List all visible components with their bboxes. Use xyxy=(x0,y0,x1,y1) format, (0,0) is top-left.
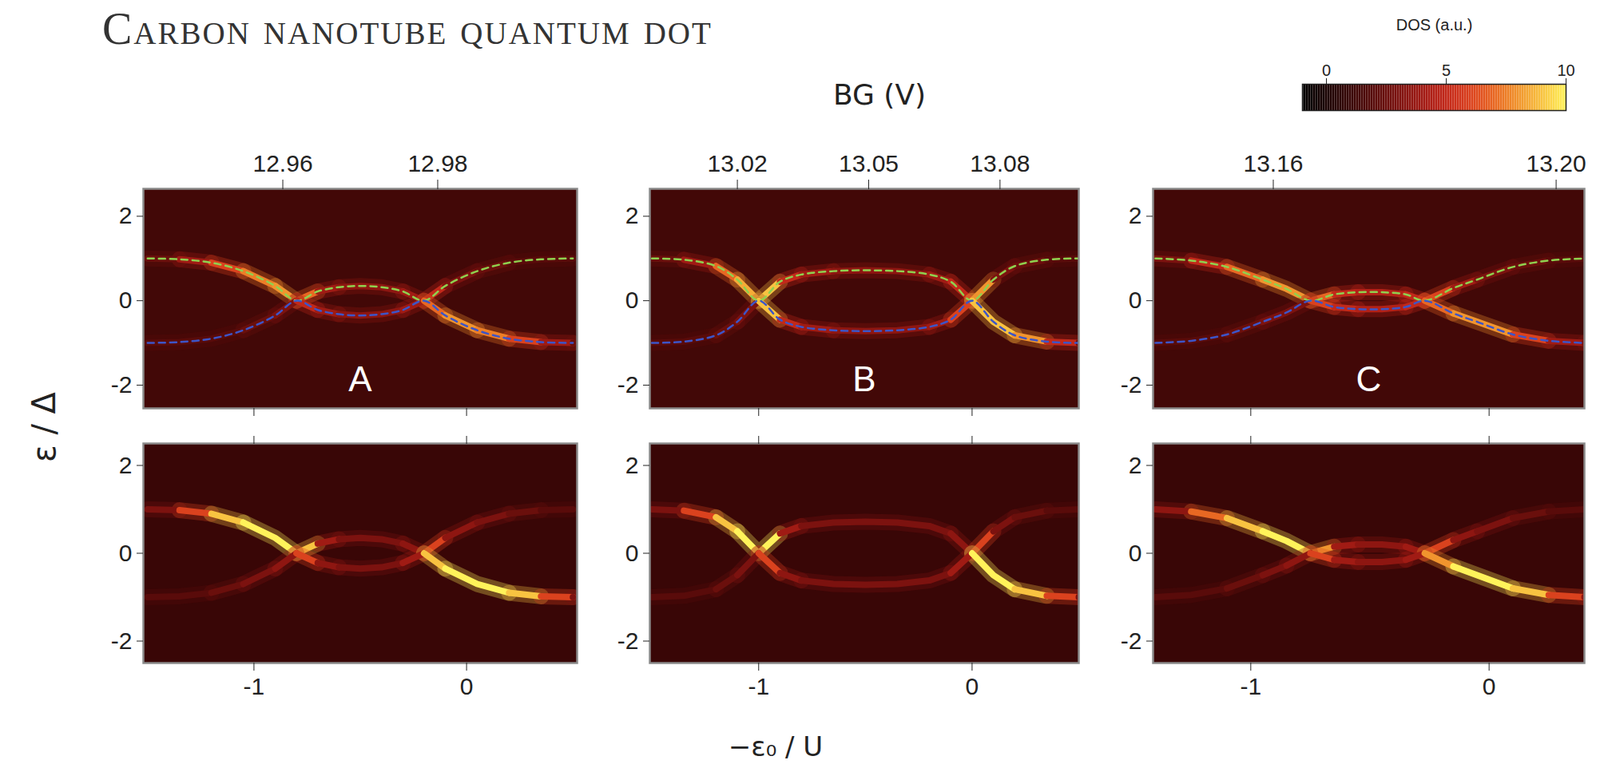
svg-text:-2: -2 xyxy=(617,627,640,655)
svg-text:-1: -1 xyxy=(747,673,770,700)
svg-text:12.96: 12.96 xyxy=(252,150,313,177)
svg-text:-2: -2 xyxy=(1120,627,1143,655)
html-text:Carbon nanotube quantum dot: Carbon nanotube quantum dot xyxy=(102,3,713,54)
svg-text:0: 0 xyxy=(1128,539,1143,567)
svg-text:0: 0 xyxy=(460,673,474,700)
svg-text:5: 5 xyxy=(1441,61,1451,80)
svg-text:13.02: 13.02 xyxy=(707,150,768,177)
svg-text:DOS (a.u.): DOS (a.u.) xyxy=(1396,15,1473,34)
svg-text:2: 2 xyxy=(625,202,640,229)
svg-text:-2: -2 xyxy=(111,371,133,398)
svg-text:13.05: 13.05 xyxy=(838,150,899,177)
svg-text:-1: -1 xyxy=(243,673,266,700)
svg-text:0: 0 xyxy=(119,286,133,314)
svg-text:2: 2 xyxy=(119,452,133,479)
svg-text:13.08: 13.08 xyxy=(969,150,1030,177)
svg-text:2: 2 xyxy=(625,452,640,479)
svg-text:0: 0 xyxy=(625,539,640,567)
svg-text:0: 0 xyxy=(1482,673,1497,700)
svg-text:-2: -2 xyxy=(617,371,640,398)
svg-text:0: 0 xyxy=(625,286,640,314)
svg-text:13.16: 13.16 xyxy=(1242,150,1303,177)
svg-text:-2: -2 xyxy=(111,627,133,655)
svg-text:0: 0 xyxy=(119,539,133,567)
svg-text:0: 0 xyxy=(1128,286,1143,314)
svg-text:0: 0 xyxy=(965,673,980,700)
svg-text:A: A xyxy=(348,359,373,399)
svg-text:B: B xyxy=(852,359,876,399)
html-text:−ε₀ / U: −ε₀ / U xyxy=(728,730,823,763)
svg-text:2: 2 xyxy=(1128,202,1143,229)
svg-text:10: 10 xyxy=(1556,61,1575,80)
svg-text:2: 2 xyxy=(1128,452,1143,479)
svg-text:12.98: 12.98 xyxy=(407,150,468,177)
svg-text:2: 2 xyxy=(119,202,133,229)
svg-text:C: C xyxy=(1356,359,1382,399)
svg-text:0: 0 xyxy=(1322,61,1331,80)
svg-text:13.20: 13.20 xyxy=(1526,150,1587,177)
svg-text:-2: -2 xyxy=(1120,371,1143,398)
svg-text:-1: -1 xyxy=(1239,673,1262,700)
html-text:BG (V): BG (V) xyxy=(833,78,926,112)
html-text:ε / Δ: ε / Δ xyxy=(25,392,63,463)
